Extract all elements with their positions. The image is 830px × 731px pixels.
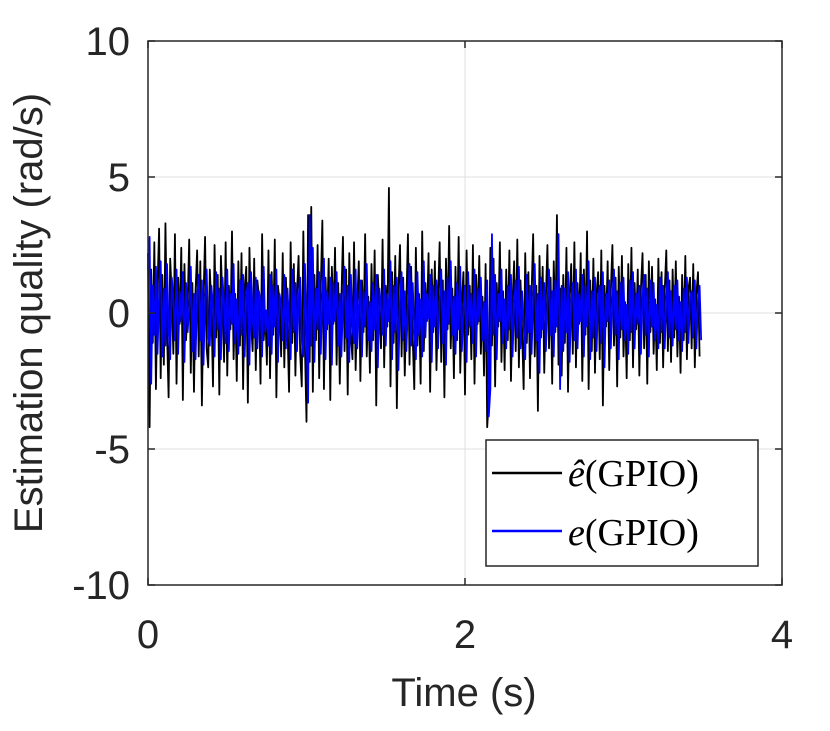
tick-labels: 0 2 4 -10 -5 0 5 10: [72, 20, 793, 657]
y-axis-label: Estimation quality (rad/s): [7, 93, 51, 533]
legend-e-suffix: (GPIO): [585, 512, 699, 554]
legend-entry-e: e(GPIO): [568, 512, 699, 554]
x-tick-label: 4: [771, 613, 793, 657]
y-tick-label: -5: [94, 428, 130, 472]
x-axis-label: Time (s): [391, 671, 536, 715]
legend: ê(GPIO) e(GPIO): [485, 439, 759, 567]
ticks: [147, 40, 783, 586]
series-group: [147, 186, 703, 429]
y-tick-label: -10: [72, 564, 130, 608]
x-tick-label: 2: [454, 613, 476, 657]
y-tick-label: 0: [108, 292, 130, 336]
y-tick-label: 10: [86, 20, 131, 64]
series-line-e-gpio: [147, 214, 703, 418]
series-line-ehat-gpio: [147, 186, 701, 429]
y-tick-label: 5: [108, 156, 130, 200]
legend-box: [485, 439, 759, 567]
legend-e-symbol: e: [568, 512, 585, 554]
legend-entry-ehat: ê(GPIO): [568, 453, 699, 495]
legend-ehat-suffix: (GPIO): [585, 453, 699, 495]
legend-ehat-symbol: ê: [568, 453, 585, 495]
x-tick-label: 0: [137, 613, 159, 657]
